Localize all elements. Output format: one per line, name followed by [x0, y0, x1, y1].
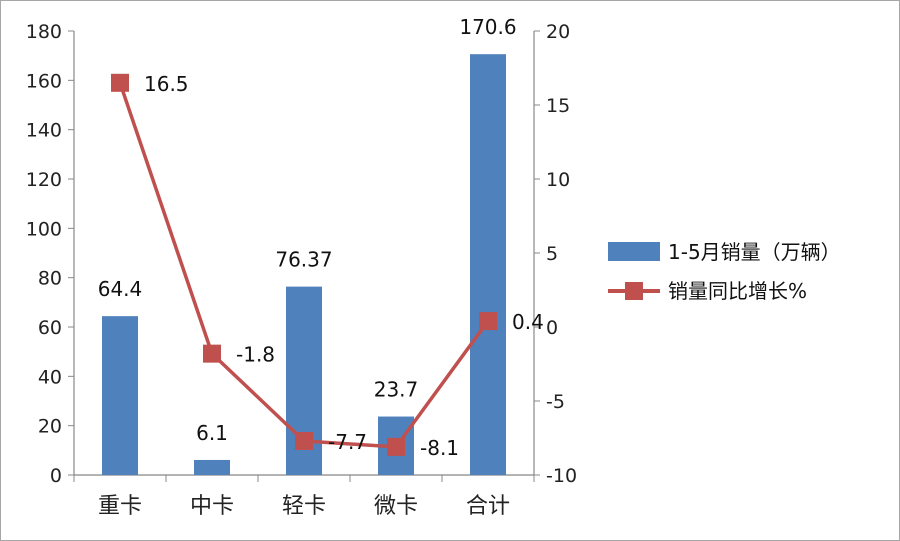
left-tick-label: 20	[38, 416, 62, 438]
left-tick-label: 140	[26, 120, 62, 142]
line-value-label: -7.7	[328, 430, 367, 454]
legend-line-marker	[625, 282, 643, 300]
line-point	[387, 437, 405, 456]
right-tick-label: 20	[546, 21, 570, 43]
x-category-label: 微卡	[374, 494, 418, 519]
bar-value-label: 170.6	[459, 15, 516, 39]
line-value-label: 16.5	[144, 72, 189, 96]
left-tick-label: 120	[26, 169, 62, 191]
x-category-label: 中卡	[190, 494, 234, 519]
right-tick-label: -10	[546, 465, 577, 487]
bar	[470, 54, 506, 475]
bar	[194, 459, 230, 475]
bar-value-label: 64.4	[98, 277, 143, 301]
left-tick-label: 0	[50, 465, 62, 487]
left-tick-label: 60	[38, 317, 62, 339]
right-tick-label: 15	[546, 95, 570, 117]
left-tick-label: 100	[26, 218, 62, 240]
legend: 1-5月销量（万辆） 销量同比增长%	[608, 240, 841, 303]
legend-label-line: 销量同比增长%	[668, 279, 807, 303]
right-tick-label: 0	[546, 317, 558, 339]
axes-group: 0 20 40 60 80 100 120 140 160 180 -10 -5 0 5 10 15 20 重卡 中…	[26, 21, 577, 519]
bar-value-label: 23.7	[374, 378, 419, 402]
labels-group: 64.4 6.1 76.37 23.7 170.6 16.5 -1.8 -7.7 -8.1 0.4	[98, 15, 544, 460]
bar	[102, 316, 138, 475]
legend-label-bar: 1-5月销量（万辆）	[668, 240, 841, 264]
line-point	[479, 312, 497, 331]
x-category-label: 重卡	[98, 494, 142, 519]
legend-swatch-bar	[608, 242, 660, 261]
bar-value-label: 76.37	[275, 248, 332, 272]
line-point	[203, 344, 221, 363]
bar-value-label: 6.1	[196, 421, 228, 445]
left-tick-label: 80	[38, 268, 62, 290]
x-category-label: 合计	[466, 494, 510, 519]
line-point	[111, 73, 129, 92]
line-value-label: 0.4	[512, 310, 544, 334]
left-tick-label: 180	[26, 21, 62, 43]
line-group	[111, 73, 497, 456]
bars-group	[102, 54, 506, 475]
right-tick-label: -5	[546, 391, 565, 413]
right-tick-label: 5	[546, 243, 558, 265]
left-tick-label: 40	[38, 366, 62, 388]
x-category-label: 轻卡	[282, 494, 326, 519]
line-value-label: -1.8	[236, 343, 275, 367]
left-tick-label: 160	[26, 70, 62, 92]
line-value-label: -8.1	[420, 436, 459, 460]
right-tick-label: 10	[546, 169, 570, 191]
line-point	[295, 431, 313, 450]
